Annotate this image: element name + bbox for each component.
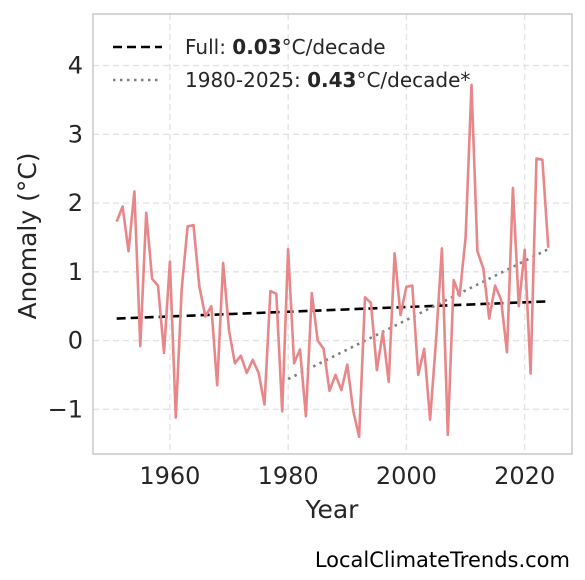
trend-line-full — [116, 300, 549, 320]
legend-label-full: Full: 0.03°C/decade — [185, 35, 386, 59]
series-lines — [115, 83, 550, 439]
credit-text: LocalClimateTrends.com — [314, 548, 570, 572]
y-tick-label: 1 — [68, 258, 83, 286]
y-tick-label: 2 — [68, 189, 83, 217]
grid — [93, 14, 572, 454]
x-tick-label: 1980 — [258, 462, 319, 490]
trend-lines — [116, 247, 549, 381]
anomaly-series-line — [115, 83, 550, 439]
legend-label-recent: 1980-2025: 0.43°C/decade* — [185, 68, 470, 92]
y-axis-label: Anomaly (°C) — [13, 152, 42, 319]
y-tick-label: 3 — [68, 120, 83, 148]
y-tick-label: 0 — [68, 327, 83, 355]
y-tick-labels: 4 3 2 1 0 −1 — [48, 52, 83, 424]
x-axis-label: Year — [305, 495, 360, 524]
x-tick-label: 2000 — [376, 462, 437, 490]
legend: Full: 0.03°C/decade 1980-2025: 0.43°C/de… — [113, 35, 470, 92]
x-tick-label: 1960 — [139, 462, 200, 490]
y-tick-label: 4 — [68, 52, 83, 80]
plot-frame — [92, 13, 573, 455]
x-tick-labels: 1960 1980 2000 2020 — [139, 462, 555, 490]
y-tick-label: −1 — [48, 395, 83, 423]
x-tick-label: 2020 — [494, 462, 555, 490]
